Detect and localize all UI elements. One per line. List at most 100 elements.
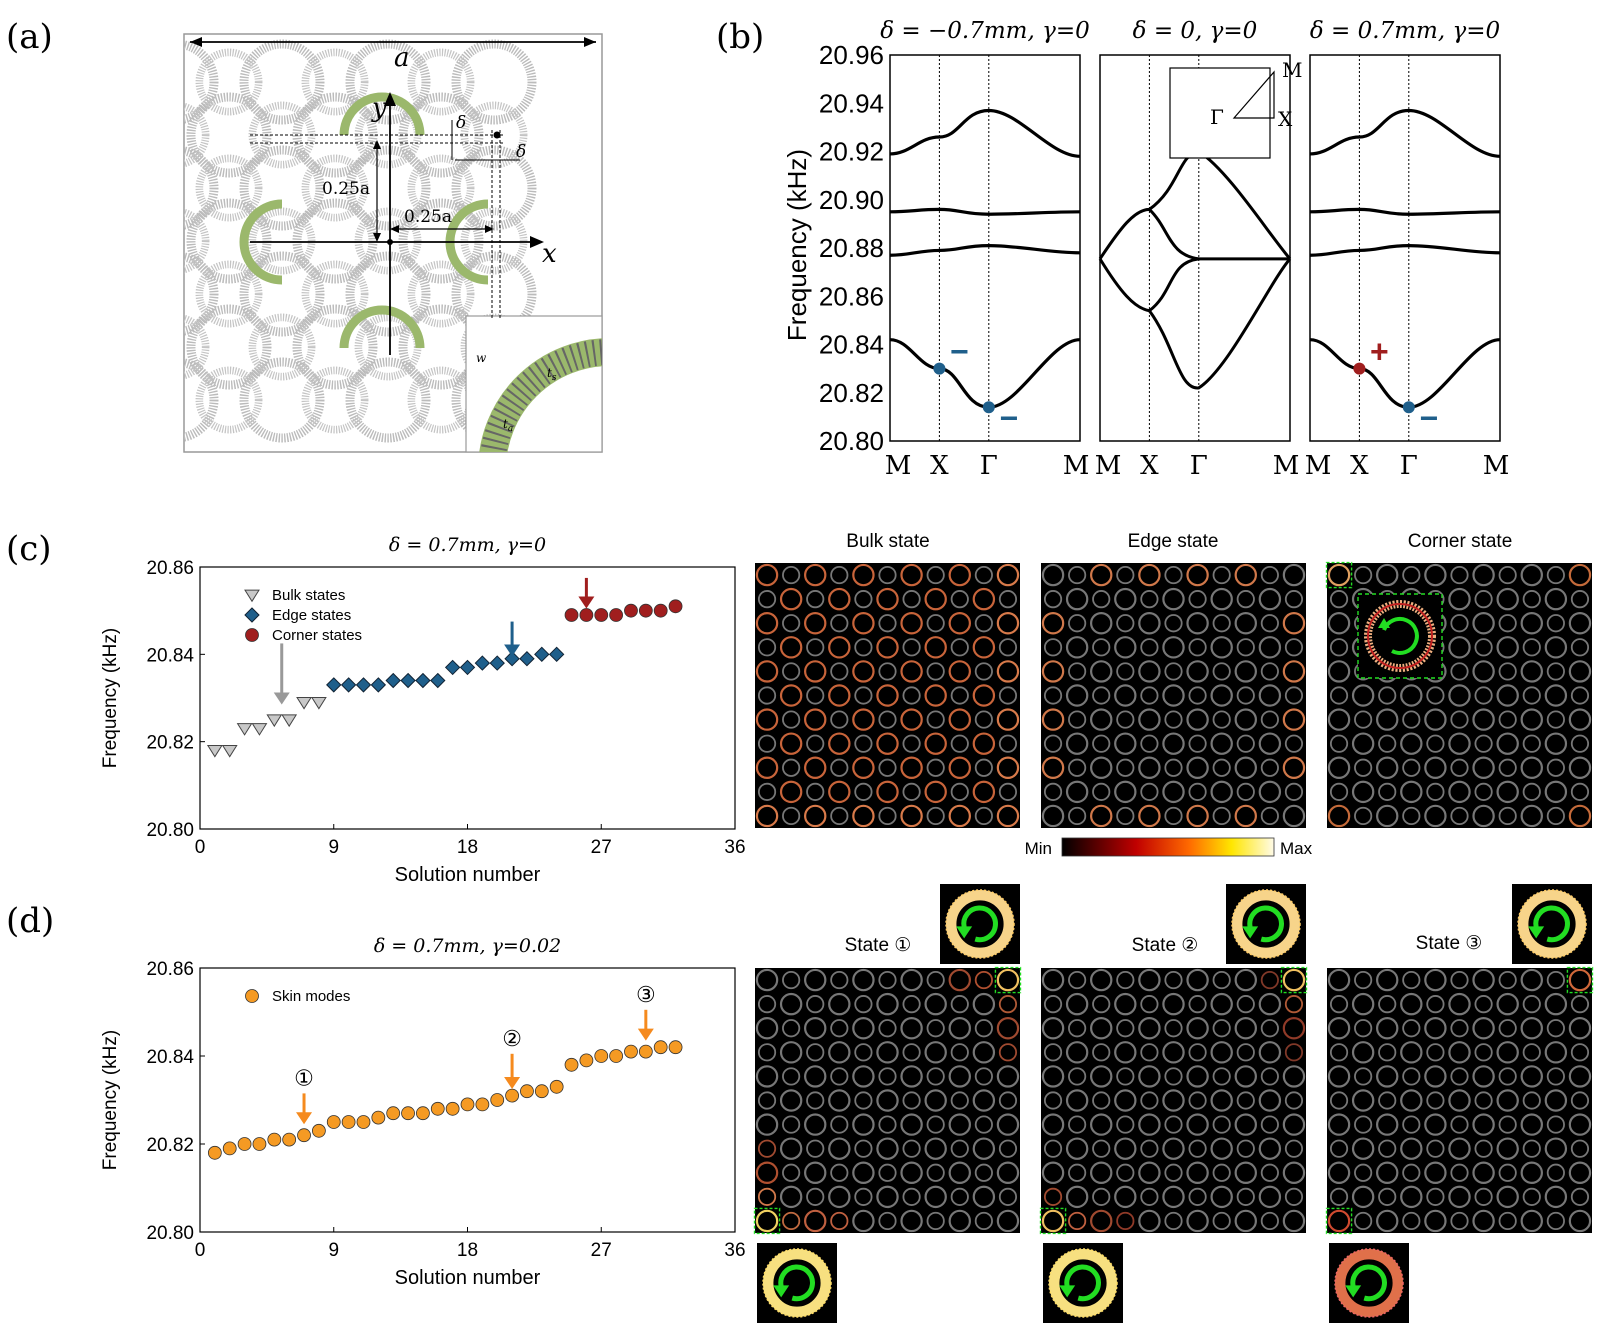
band-xtick-label: Γ bbox=[980, 451, 998, 481]
lattice-ring-small bbox=[407, 260, 475, 328]
data-point bbox=[474, 655, 491, 671]
field-ring bbox=[1260, 614, 1279, 633]
field-ring bbox=[1188, 1139, 1207, 1158]
field-ring bbox=[1570, 590, 1590, 609]
field-ring bbox=[1114, 992, 1137, 1016]
data-point bbox=[594, 608, 609, 622]
chart-ytick-label: 20.86 bbox=[146, 959, 194, 980]
field-ring bbox=[1260, 1067, 1279, 1086]
band-parity-sign-gamma: − bbox=[1419, 400, 1438, 436]
band-ytick-label: 20.90 bbox=[819, 185, 884, 215]
field-ring bbox=[1522, 734, 1541, 753]
field-ring bbox=[1544, 1137, 1568, 1160]
field-ring bbox=[1210, 636, 1233, 659]
field-ring bbox=[806, 1139, 825, 1158]
field-ring bbox=[1546, 1163, 1565, 1182]
data-point bbox=[281, 714, 298, 728]
field-ring bbox=[1043, 590, 1063, 609]
field-ring bbox=[1090, 756, 1113, 779]
field-ring bbox=[1354, 970, 1373, 990]
data-point bbox=[297, 1128, 311, 1143]
field-ring bbox=[1138, 1161, 1161, 1184]
chart-xtick-label: 18 bbox=[457, 1240, 478, 1261]
field-ring bbox=[1329, 995, 1349, 1014]
data-point bbox=[520, 1084, 534, 1099]
lattice-ring bbox=[451, 145, 537, 231]
field-ring bbox=[948, 1161, 971, 1184]
chart-c: δ = 0.7mm, γ=0 0 9 18 27 36 20.80 20.82 20.84 20.… bbox=[100, 534, 746, 886]
field-ring bbox=[1496, 992, 1519, 1016]
field-ring bbox=[1236, 734, 1255, 753]
field-ring bbox=[1068, 1067, 1087, 1086]
lattice-ring bbox=[184, 252, 219, 336]
band-parity-dot-x bbox=[933, 362, 946, 375]
field-ring bbox=[1282, 1017, 1306, 1040]
field-ring bbox=[1114, 1089, 1137, 1112]
field-ring bbox=[1378, 1139, 1397, 1158]
field-ring bbox=[1568, 1113, 1592, 1136]
zoom-ring-edge bbox=[945, 889, 1015, 959]
field-ring bbox=[1041, 756, 1065, 779]
field-ring bbox=[1140, 686, 1159, 705]
field-ring bbox=[1402, 806, 1421, 826]
field-ring bbox=[1424, 1065, 1447, 1088]
field-ring bbox=[1426, 734, 1445, 753]
field-ring bbox=[1284, 782, 1304, 801]
field-ring bbox=[1351, 780, 1375, 804]
field-ring bbox=[1234, 1113, 1257, 1136]
field-ring bbox=[804, 1209, 827, 1233]
field-ring bbox=[1258, 732, 1282, 755]
field-ring bbox=[1282, 968, 1306, 992]
field-ring bbox=[900, 1017, 923, 1040]
field-ring bbox=[1234, 756, 1257, 779]
lattice-ring-small bbox=[301, 154, 369, 222]
data-point bbox=[549, 1079, 564, 1094]
band-xtick-label: M bbox=[1095, 451, 1122, 481]
field-ring bbox=[1474, 1091, 1493, 1110]
field-ring bbox=[1351, 1185, 1375, 1209]
field-ring bbox=[926, 1163, 945, 1182]
panel-label-b: (b) bbox=[716, 17, 764, 57]
field-ring bbox=[1520, 612, 1543, 635]
data-point bbox=[444, 659, 461, 676]
field-ring bbox=[902, 1139, 921, 1158]
field-ring bbox=[1065, 636, 1089, 659]
field-ring bbox=[1065, 684, 1089, 707]
field-ring bbox=[1520, 1065, 1543, 1088]
field-ring bbox=[1498, 970, 1517, 990]
field-ring bbox=[948, 563, 971, 587]
field-ring bbox=[1114, 684, 1137, 707]
field-ring bbox=[1043, 734, 1063, 753]
field-ring bbox=[1570, 1187, 1590, 1206]
chart-xtick-label: 27 bbox=[591, 837, 612, 858]
zoom-ring bbox=[946, 890, 1015, 959]
field-ring bbox=[1210, 1185, 1233, 1209]
lattice-ring bbox=[292, 198, 378, 284]
field-ring bbox=[902, 782, 921, 801]
field-ring bbox=[1351, 1137, 1375, 1160]
field-ring bbox=[1570, 638, 1590, 657]
field-ring bbox=[1424, 968, 1447, 992]
field-ring bbox=[1260, 970, 1279, 990]
field-ring bbox=[1116, 970, 1135, 990]
field-ring bbox=[1520, 1209, 1543, 1233]
field-ring bbox=[902, 1091, 921, 1110]
field-ring bbox=[828, 780, 851, 804]
legend-marker bbox=[244, 589, 260, 603]
field-ring bbox=[1234, 1065, 1257, 1088]
field-ring bbox=[1186, 1209, 1209, 1233]
field-ring bbox=[1426, 1043, 1445, 1062]
field-ring bbox=[1284, 995, 1304, 1014]
band-ytick-label: 20.82 bbox=[819, 378, 884, 408]
data-point bbox=[252, 1137, 267, 1151]
band-xtick-label: M bbox=[1063, 451, 1090, 481]
field-ring bbox=[950, 1139, 969, 1158]
field-ring bbox=[1043, 1187, 1063, 1206]
circulation-arrow bbox=[1382, 616, 1419, 655]
band-xtick-label: M bbox=[885, 451, 912, 481]
corner-highlight-box bbox=[1566, 966, 1594, 994]
lattice-constant-label: a bbox=[394, 43, 410, 73]
field-ring bbox=[1258, 1137, 1282, 1160]
band-subplot-title: δ = 0, γ=0 bbox=[1133, 18, 1258, 44]
field-ring bbox=[1212, 970, 1231, 990]
